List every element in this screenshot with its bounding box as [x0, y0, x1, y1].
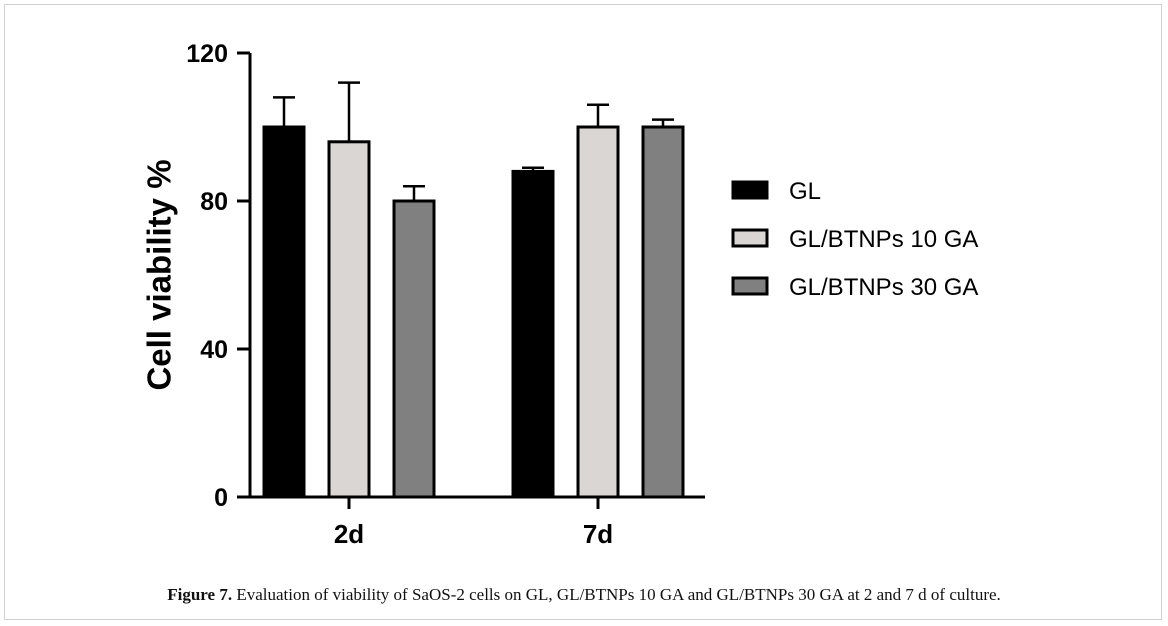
- caption-label: Figure 7.: [167, 585, 233, 604]
- caption-text: Evaluation of viability of SaOS-2 cells …: [232, 585, 1001, 604]
- x-tick-label: 2d: [334, 519, 364, 549]
- y-tick-label: 0: [214, 484, 228, 512]
- chart-bars: [262, 81, 685, 499]
- bar: [576, 125, 620, 499]
- bar: [327, 140, 371, 499]
- legend-label: GL: [789, 178, 821, 205]
- y-axis-label: Cell viability %: [141, 159, 178, 390]
- figure-caption: Figure 7. Evaluation of viability of SaO…: [0, 585, 1168, 605]
- bar-chart: 0 40 80 120 2d 7d GL GL/BTNPs 10 GA GL/BTNPs 30…: [141, 40, 979, 549]
- legend-swatch: [731, 276, 769, 296]
- bar: [511, 169, 555, 499]
- y-tick-label: 80: [200, 188, 228, 216]
- x-tick-label: 7d: [583, 519, 613, 549]
- legend-label: GL/BTNPs 30 GA: [789, 274, 978, 301]
- y-tick-label: 120: [186, 40, 228, 68]
- legend-swatch: [731, 180, 769, 200]
- bar: [641, 125, 685, 499]
- bar: [392, 199, 436, 499]
- chart-legend: GL GL/BTNPs 10 GA GL/BTNPs 30 GA: [731, 178, 978, 301]
- bar: [262, 125, 306, 499]
- legend-label: GL/BTNPs 10 GA: [789, 226, 978, 253]
- y-tick-label: 40: [200, 336, 228, 364]
- chart-axes: 0 40 80 120 2d 7d: [186, 40, 705, 549]
- legend-swatch: [731, 228, 769, 248]
